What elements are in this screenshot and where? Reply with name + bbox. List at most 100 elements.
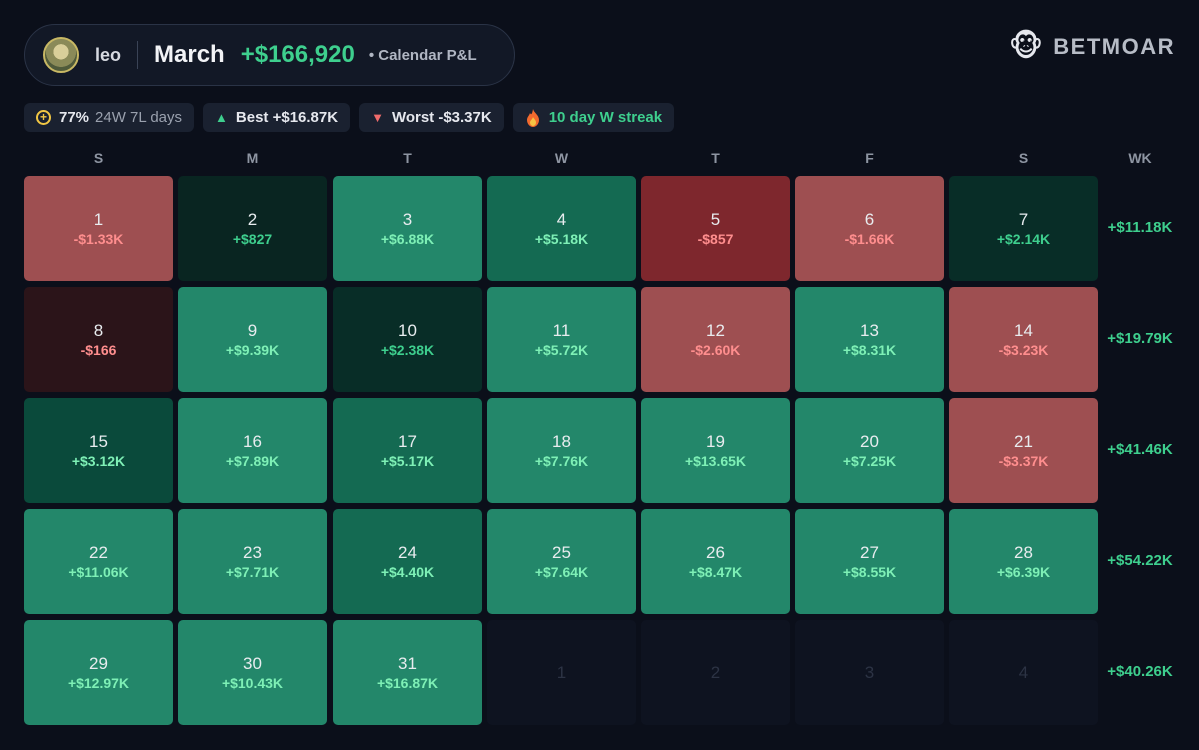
calendar-day-cell[interactable]: 21 -$3.37K xyxy=(949,398,1098,503)
calendar-day-cell[interactable]: 4 +$5.18K xyxy=(487,176,636,281)
weekday-label: F xyxy=(865,150,874,166)
day-pnl: -$857 xyxy=(697,230,734,247)
day-number: 26 xyxy=(706,542,725,562)
calendar-day-cell[interactable]: 13 +$8.31K xyxy=(795,287,944,392)
day-number: 31 xyxy=(398,653,417,673)
calendar-day-cell[interactable]: 14 -$3.23K xyxy=(949,287,1098,392)
day-number: 17 xyxy=(398,431,417,451)
weekday-label: T xyxy=(711,150,720,166)
calendar-day-cell[interactable]: 1 -$1.33K xyxy=(24,176,173,281)
day-pnl: +$13.65K xyxy=(684,452,747,469)
week-total: +$40.26K xyxy=(1107,663,1173,680)
header-pill: leo March +$166,920 • Calendar P&L xyxy=(24,24,515,86)
week-total: +$19.79K xyxy=(1107,330,1173,347)
brand-name: BETMOAR xyxy=(1053,34,1175,59)
calendar-day-cell[interactable]: 17 +$5.17K xyxy=(333,398,482,503)
calendar-day-cell[interactable]: 15 +$3.12K xyxy=(24,398,173,503)
calendar-day-cell[interactable]: 10 +$2.38K xyxy=(333,287,482,392)
weekday-label: S xyxy=(1018,150,1029,166)
day-number: 9 xyxy=(247,320,258,340)
day-number: 28 xyxy=(1014,542,1033,562)
calendar-day-cell[interactable]: 20 +$7.25K xyxy=(795,398,944,503)
calendar-day-cell[interactable]: 5 -$857 xyxy=(641,176,790,281)
week-total-header: WK xyxy=(1128,150,1152,166)
day-pnl: +$5.18K xyxy=(534,230,589,247)
username: leo xyxy=(95,44,122,65)
day-pnl: -$2.60K xyxy=(690,341,741,358)
calendar-day-cell[interactable]: 19 +$13.65K xyxy=(641,398,790,503)
day-pnl: -$3.23K xyxy=(998,341,1049,358)
day-number: 3 xyxy=(402,209,413,229)
day-pnl: +$6.88K xyxy=(380,230,435,247)
triangle-down-icon: ▼ xyxy=(371,110,384,125)
monkey-icon: 🐵 xyxy=(1008,30,1044,63)
calendar-day-cell[interactable]: 11 +$5.72K xyxy=(487,287,636,392)
streak-chip: 10 day W streak xyxy=(512,103,675,132)
day-number: 27 xyxy=(860,542,879,562)
day-number: 8 xyxy=(93,320,104,340)
week-total: +$54.22K xyxy=(1107,552,1173,569)
month-total: +$166,920 xyxy=(240,41,355,68)
day-pnl: +$16.87K xyxy=(376,674,439,691)
day-pnl: +$5.72K xyxy=(534,341,589,358)
day-pnl: -$166 xyxy=(80,341,117,358)
calendar-day-cell[interactable]: 31 +$16.87K xyxy=(333,620,482,725)
fire-icon xyxy=(526,108,539,127)
calendar-day-cell[interactable]: 12 -$2.60K xyxy=(641,287,790,392)
calendar-day-cell[interactable]: 9 +$9.39K xyxy=(178,287,327,392)
calendar-day-cell[interactable]: 28 +$6.39K xyxy=(949,509,1098,614)
calendar-day-cell[interactable]: 7 +$2.14K xyxy=(949,176,1098,281)
calendar-day-cell[interactable]: 29 +$12.97K xyxy=(24,620,173,725)
calendar-day-cell[interactable]: 30 +$10.43K xyxy=(178,620,327,725)
day-number: 14 xyxy=(1014,320,1033,340)
avatar[interactable] xyxy=(43,37,79,73)
worst-chip: ▼ Worst -$3.37K xyxy=(359,103,504,132)
week-total: +$41.46K xyxy=(1107,441,1173,458)
calendar-cell-next-month: 4 xyxy=(949,620,1098,725)
calendar-day-cell[interactable]: 26 +$8.47K xyxy=(641,509,790,614)
day-number: 29 xyxy=(89,653,108,673)
week-total: +$11.18K xyxy=(1107,219,1173,236)
day-pnl: -$1.66K xyxy=(844,230,895,247)
calendar-day-cell[interactable]: 8 -$166 xyxy=(24,287,173,392)
day-number: 6 xyxy=(864,209,875,229)
weekday-label: S xyxy=(93,150,104,166)
weekday-label: W xyxy=(554,150,569,166)
day-pnl: +$7.71K xyxy=(225,563,280,580)
day-number: 16 xyxy=(243,431,262,451)
day-number: 20 xyxy=(860,431,879,451)
calendar-day-cell[interactable]: 22 +$11.06K xyxy=(24,509,173,614)
day-pnl: +$2.14K xyxy=(996,230,1051,247)
best-chip: ▲ Best +$16.87K xyxy=(203,103,351,132)
day-pnl: +$10.43K xyxy=(221,674,284,691)
day-pnl: +$7.89K xyxy=(225,452,280,469)
streak-text: 10 day W streak xyxy=(548,109,663,126)
calendar-day-cell[interactable]: 27 +$8.55K xyxy=(795,509,944,614)
calendar-day-cell[interactable]: 25 +$7.64K xyxy=(487,509,636,614)
winrate-value: 77% xyxy=(59,109,90,126)
day-number: 7 xyxy=(1018,209,1029,229)
day-pnl: +$4.40K xyxy=(380,563,435,580)
stats-bar: + 77% 24W 7L days ▲ Best +$16.87K ▼ Wors… xyxy=(24,103,675,132)
day-number: 2 xyxy=(247,209,258,229)
calendar-day-cell[interactable]: 16 +$7.89K xyxy=(178,398,327,503)
day-number: 23 xyxy=(243,542,262,562)
day-number: 4 xyxy=(556,209,567,229)
best-value: Best +$16.87K xyxy=(235,109,339,126)
winrate-chip: + 77% 24W 7L days xyxy=(24,103,195,132)
day-pnl: +$7.25K xyxy=(842,452,897,469)
calendar-day-cell[interactable]: 23 +$7.71K xyxy=(178,509,327,614)
day-number: 30 xyxy=(243,653,262,673)
day-pnl: +$6.39K xyxy=(996,563,1051,580)
calendar-day-cell[interactable]: 6 -$1.66K xyxy=(795,176,944,281)
calendar-day-cell[interactable]: 3 +$6.88K xyxy=(333,176,482,281)
day-number: 3 xyxy=(864,662,875,682)
calendar-day-cell[interactable]: 18 +$7.76K xyxy=(487,398,636,503)
record-text: 24W 7L days xyxy=(95,109,183,126)
worst-value: Worst -$3.37K xyxy=(391,109,492,126)
calendar-day-cell[interactable]: 2 +$827 xyxy=(178,176,327,281)
day-number: 4 xyxy=(1018,662,1029,682)
weekday-label: T xyxy=(403,150,412,166)
day-pnl: -$3.37K xyxy=(998,452,1049,469)
calendar-day-cell[interactable]: 24 +$4.40K xyxy=(333,509,482,614)
